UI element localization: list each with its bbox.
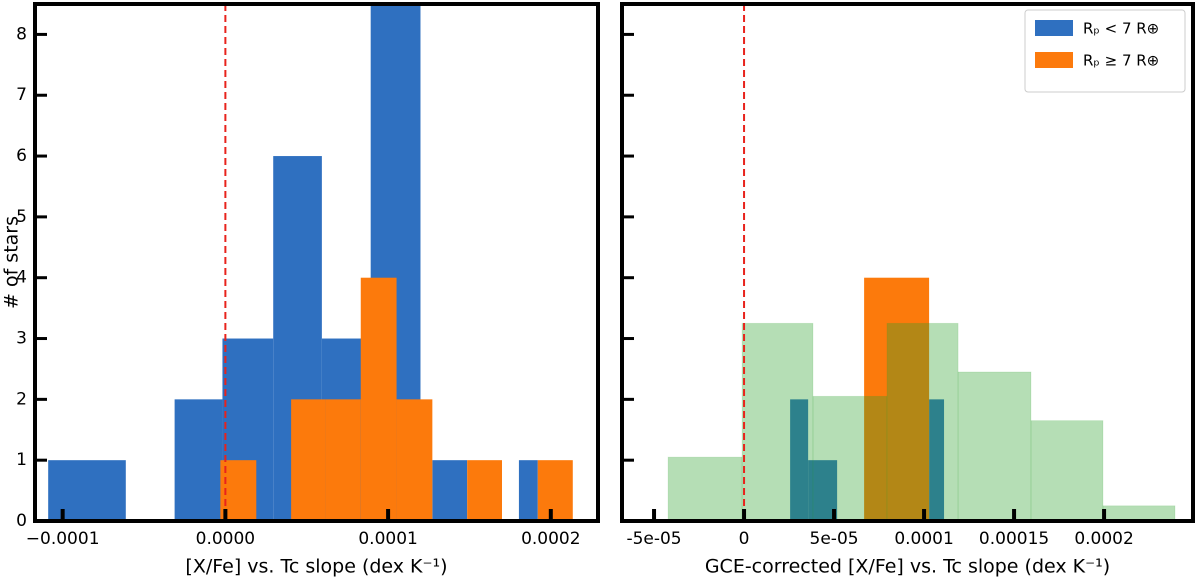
histogram-bar — [360, 277, 397, 521]
panel: -5e-05 0 5e-05 0.0001 0.00015 0.0002 GCE-corre… — [620, 2, 1195, 578]
axes-frame — [33, 2, 600, 523]
histogram-bar — [396, 399, 433, 521]
axes-frame — [620, 2, 1195, 523]
histogram-bar — [667, 456, 743, 521]
x-tick-label: 0.0002 — [1074, 529, 1133, 549]
x-tick-label: 0.0001 — [894, 529, 953, 549]
x-axis-label: [X/Fe] vs. Tc slope (dex K⁻¹) — [185, 556, 447, 578]
histogram-bar — [741, 322, 814, 521]
panel: 0 1 2 3 4 5 6 7 8 −0.0001 0.0000 0.0001 0.0002 [X/Fe]… — [1, 2, 600, 578]
legend-swatch — [1035, 20, 1073, 36]
histogram-bar — [291, 399, 326, 521]
y-tick-label: 5 — [16, 207, 27, 227]
y-tick-label: 3 — [16, 329, 27, 349]
x-axis-label: GCE-corrected [X/Fe] vs. Tc slope (dex K… — [705, 556, 1110, 578]
legend-label: Rₚ ≥ 7 R⊕ — [1083, 52, 1159, 70]
y-tick-label: 2 — [16, 389, 27, 409]
legend-swatch — [1035, 52, 1073, 68]
y-axis-label: # of stars — [1, 216, 23, 309]
x-tick-label: 0.0000 — [196, 529, 255, 549]
x-tick-label: 5e-05 — [810, 529, 859, 549]
y-tick-label: 6 — [16, 146, 27, 166]
x-tick-label: 0.0001 — [358, 529, 417, 549]
histogram-bar — [929, 399, 945, 521]
histogram-bar — [864, 277, 930, 521]
y-tick-label: 7 — [16, 85, 27, 105]
y-tick-label: 4 — [16, 268, 27, 288]
histogram-bar — [467, 460, 502, 521]
x-tick-label: 0.00015 — [979, 529, 1049, 549]
histogram-bar — [790, 399, 809, 521]
x-tick-label: 0.0002 — [521, 529, 580, 549]
histogram-bar — [518, 460, 538, 521]
histogram-bar — [432, 460, 468, 521]
histogram-bar — [957, 371, 1032, 521]
y-tick-label: 1 — [16, 450, 27, 470]
histogram-bar — [537, 460, 573, 521]
legend: Rₚ < 7 R⊕ Rₚ ≥ 7 R⊕ — [1024, 9, 1186, 93]
y-tick-label: 8 — [16, 24, 27, 44]
x-tick-label: 0 — [739, 529, 750, 549]
y-tick-label: 0 — [16, 511, 27, 531]
histogram-bar — [1102, 505, 1176, 521]
histogram-bar — [174, 399, 223, 521]
histogram-bar — [48, 460, 126, 521]
plot-area — [667, 4, 1176, 521]
x-tick-label: -5e-05 — [626, 529, 681, 549]
histogram-bar — [325, 399, 361, 521]
x-tick-label: −0.0001 — [26, 529, 100, 549]
histogram-bar — [1030, 420, 1104, 521]
plot-area — [48, 4, 573, 521]
histogram-bar — [886, 322, 959, 521]
histogram-bar — [812, 395, 888, 521]
legend-label: Rₚ < 7 R⊕ — [1083, 20, 1159, 38]
